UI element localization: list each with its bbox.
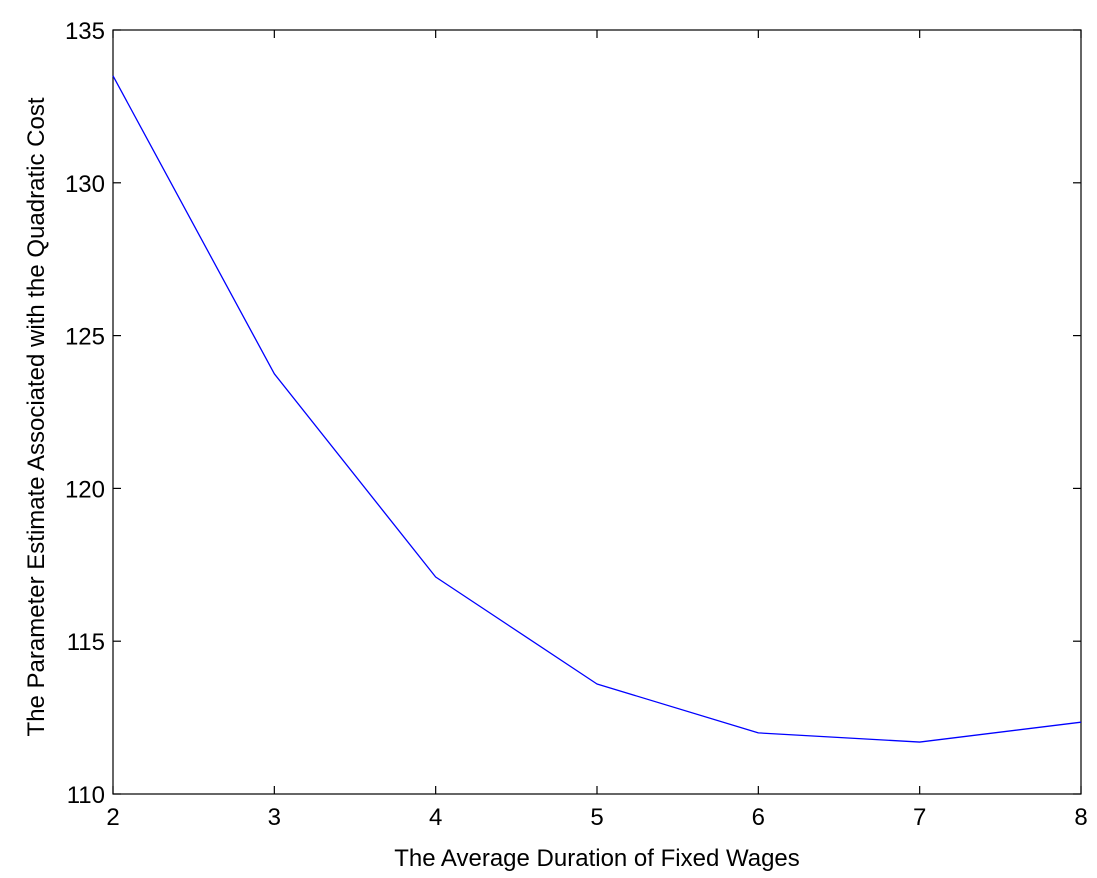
x-axis-title: The Average Duration of Fixed Wages	[394, 845, 800, 872]
y-tick-labels: 110 115 120 125 130 135	[65, 18, 105, 809]
series-layer	[112, 75, 1082, 743]
x-tick-label: 3	[268, 804, 281, 831]
x-tick-label: 7	[913, 804, 926, 831]
x-tick-label: 8	[1074, 804, 1087, 831]
x-tick-labels: 2 3 4 5 6 7 8	[106, 804, 1087, 831]
ticks-layer	[112, 29, 1082, 795]
x-tick-label: 6	[752, 804, 765, 831]
y-tick-label: 120	[65, 476, 105, 503]
series-line-0	[112, 75, 1082, 743]
y-tick-label: 115	[67, 629, 105, 656]
y-tick-label: 130	[65, 171, 105, 198]
y-axis-title: The Parameter Estimate Associated with t…	[23, 97, 50, 736]
x-tick-label: 4	[429, 804, 442, 831]
x-tick-label: 2	[106, 804, 119, 831]
axes-box	[112, 29, 1082, 795]
plot-area	[112, 29, 1082, 795]
y-tick-label: 110	[67, 782, 105, 809]
y-tick-label: 135	[65, 18, 105, 45]
x-tick-label: 5	[590, 804, 603, 831]
y-tick-label: 125	[65, 324, 105, 351]
